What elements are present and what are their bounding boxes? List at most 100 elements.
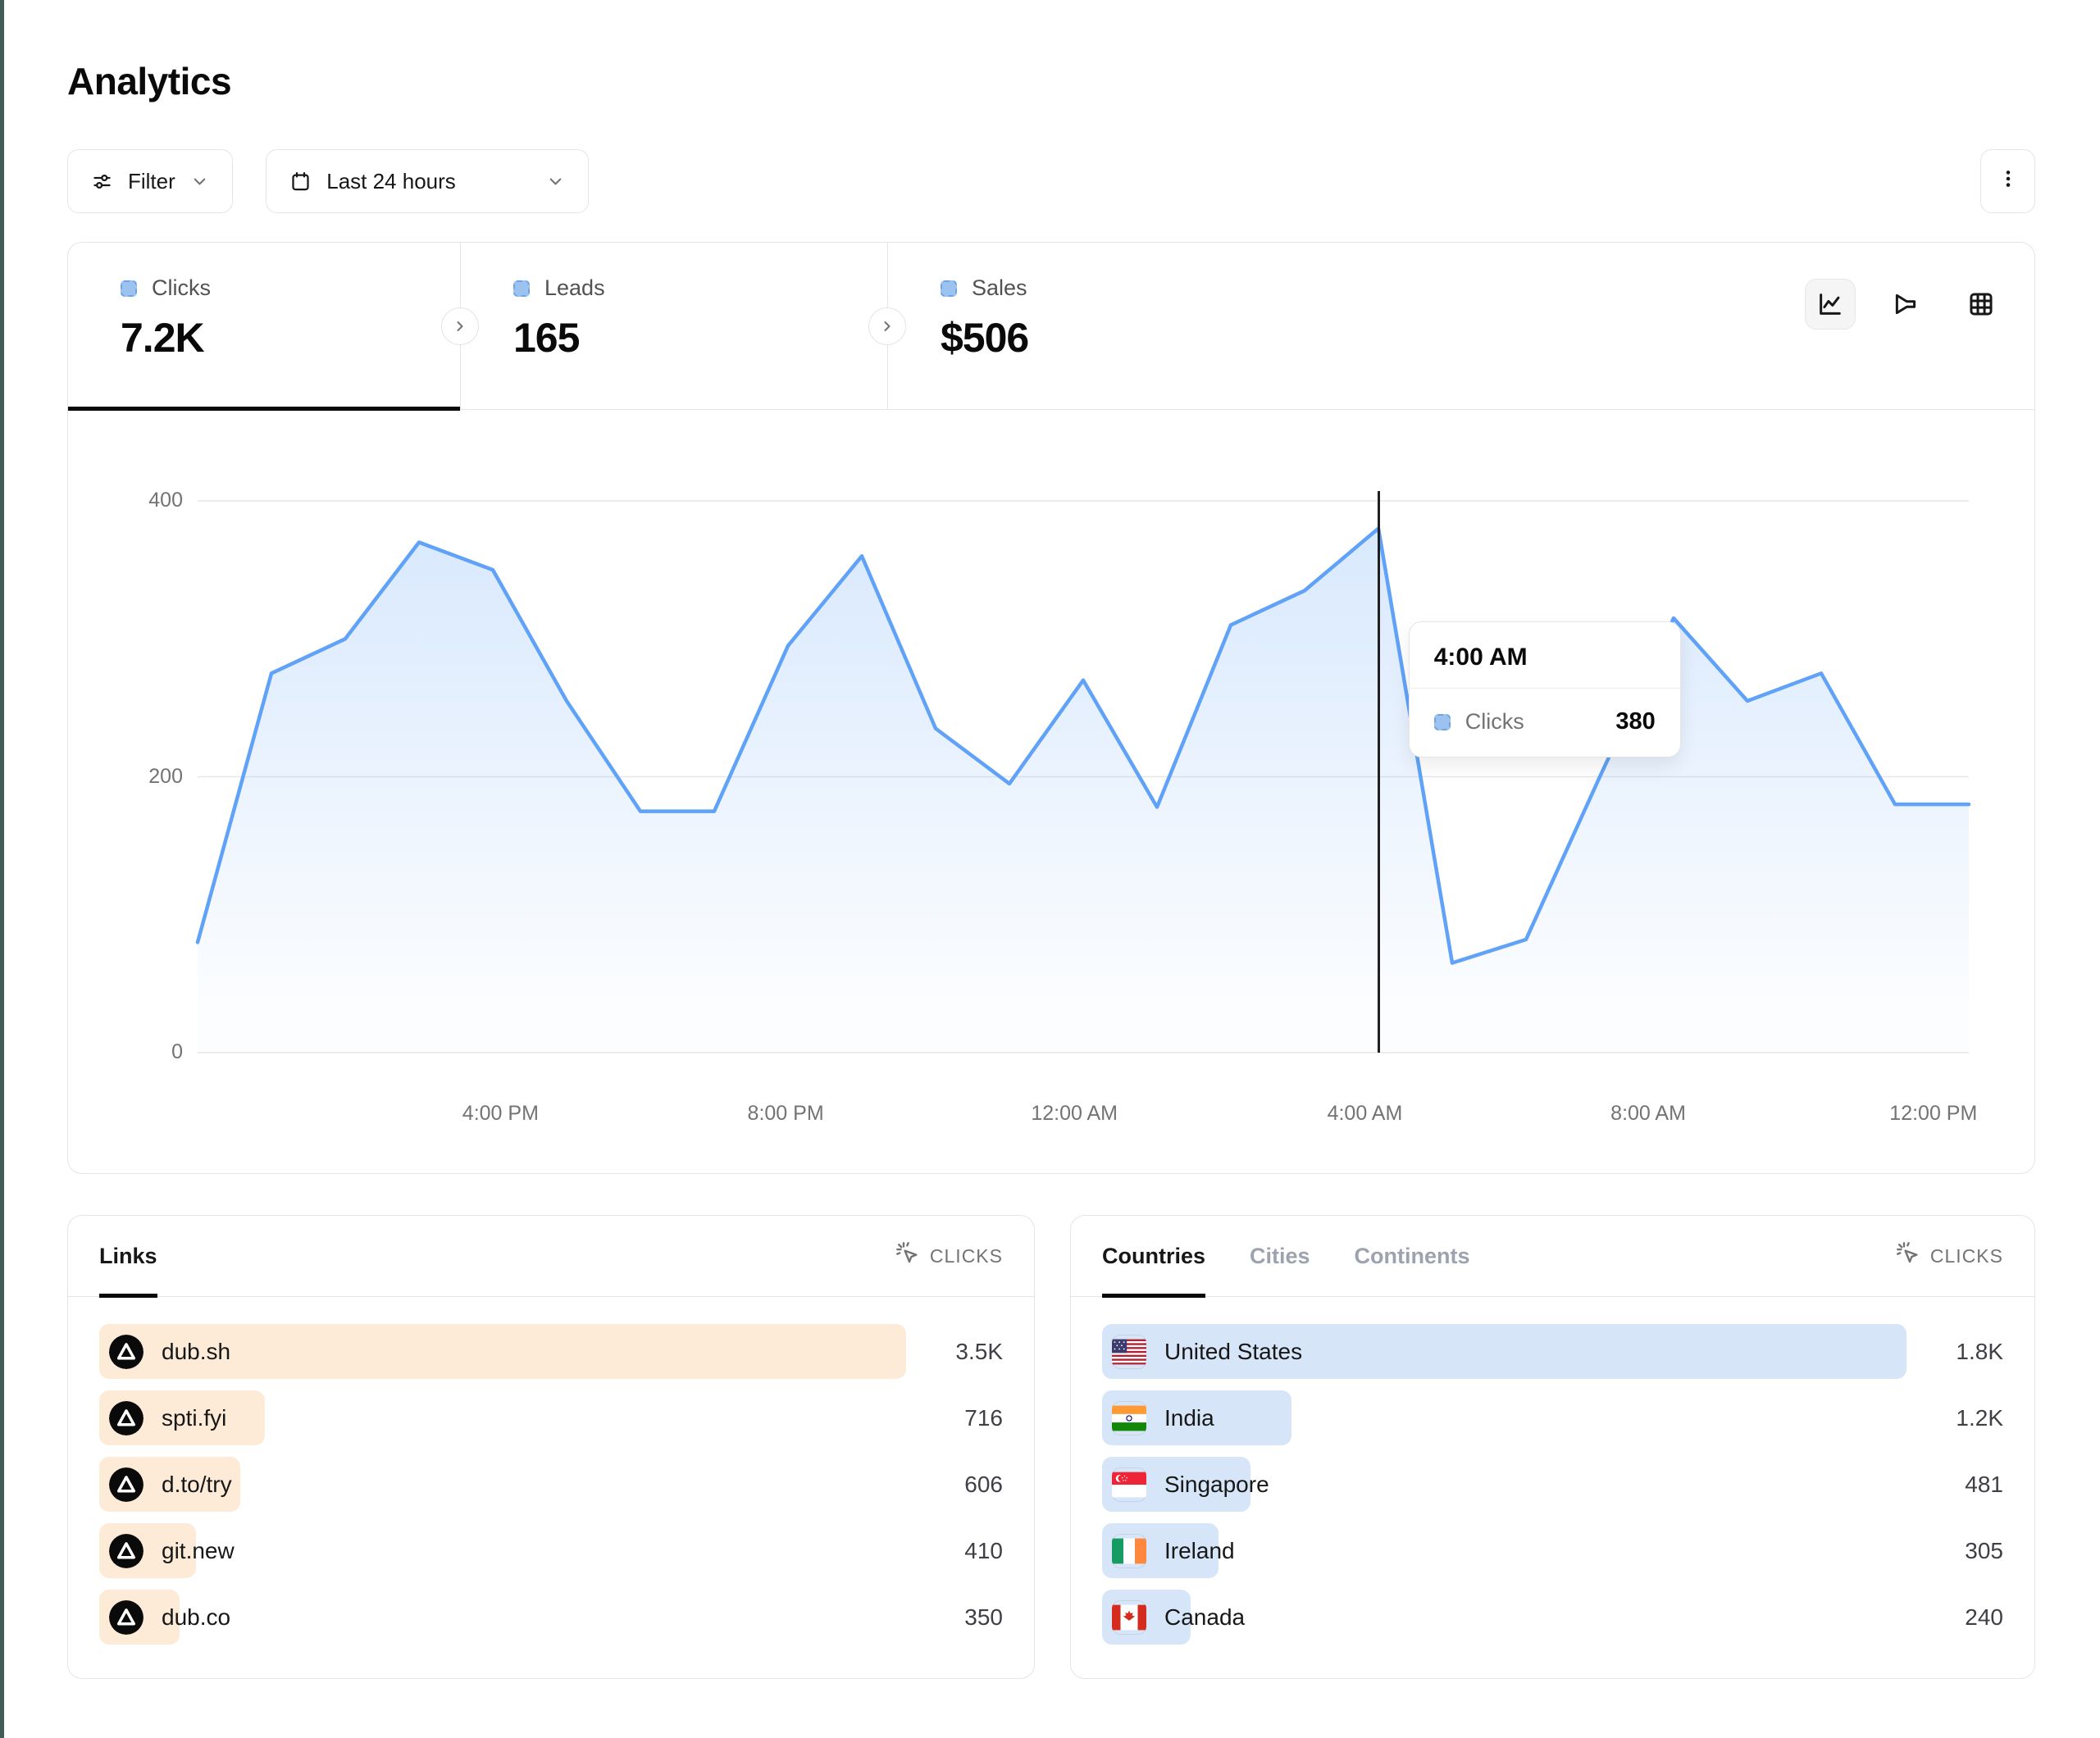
metric-toggle-button[interactable]: CLICKS — [895, 1241, 1003, 1271]
clicks-area-chart: 4:00 AM Clicks 380 — [195, 491, 1971, 1053]
chevron-right-icon[interactable] — [868, 307, 906, 345]
dub-logo-icon — [109, 1467, 143, 1502]
kebab-icon — [1998, 168, 2019, 195]
x-tick-label: 8:00 PM — [747, 1102, 824, 1125]
row-label: dub.sh — [162, 1338, 231, 1364]
row-value: 606 — [964, 1471, 1003, 1497]
stat-label: Sales — [972, 275, 1027, 300]
list-item-d-to-try[interactable]: d.to/try 606 — [99, 1451, 1003, 1517]
metric-toggle-button[interactable]: CLICKS — [1896, 1241, 2003, 1271]
cursor-click-icon — [1896, 1241, 1920, 1271]
date-range-button[interactable]: Last 24 hours — [266, 149, 590, 213]
dub-logo-icon — [109, 1334, 143, 1369]
x-tick-label: 12:00 AM — [1031, 1102, 1118, 1125]
list-item-united-states[interactable]: United States 1.8K — [1102, 1318, 2003, 1385]
row-bar-track: Canada — [1102, 1590, 1906, 1645]
tab-continents[interactable]: Continents — [1354, 1243, 1470, 1268]
stat-value: $506 — [941, 315, 1029, 361]
row-label: Singapore — [1164, 1471, 1269, 1497]
row-value: 481 — [1965, 1471, 2003, 1497]
chart-type-table-button[interactable] — [1956, 279, 2007, 330]
dub-logo-icon — [109, 1533, 143, 1568]
x-tick-label: 12:00 PM — [1889, 1102, 1978, 1125]
dub-logo-icon — [109, 1599, 143, 1635]
chevron-down-icon — [190, 172, 209, 191]
tooltip-series-label: Clicks — [1465, 709, 1524, 734]
chart-canvas — [195, 500, 1971, 1053]
stat-label: Clicks — [152, 275, 211, 300]
flag-sg-icon — [1112, 1467, 1146, 1502]
x-axis-labels: 4:00 PM 8:00 PM 12:00 AM 4:00 AM 8:00 AM 12:0… — [198, 1102, 1978, 1135]
stat-tab-sales[interactable]: Sales $506 — [888, 243, 1280, 409]
list-item-canada[interactable]: Canada 240 — [1102, 1584, 2003, 1650]
row-value: 240 — [1965, 1604, 2003, 1630]
stat-tab-divider — [868, 243, 906, 409]
filter-button[interactable]: Filter — [67, 149, 233, 213]
chart-crosshair-line — [1378, 491, 1381, 1053]
flag-ie-icon — [1112, 1534, 1146, 1568]
stat-label: Leads — [544, 275, 605, 300]
tooltip-value: 380 — [1615, 708, 1656, 735]
x-tick-label: 4:00 PM — [462, 1102, 539, 1125]
row-label: spti.fyi — [162, 1404, 227, 1431]
list-item-git-new[interactable]: git.new 410 — [99, 1517, 1003, 1584]
y-axis-labels: 0 200 400 — [84, 489, 183, 1063]
flag-us-icon — [1112, 1335, 1146, 1369]
row-value: 716 — [964, 1404, 1003, 1431]
row-bar-track: dub.sh — [99, 1324, 906, 1379]
metric-label: CLICKS — [1929, 1244, 2003, 1267]
x-tick-label: 8:00 AM — [1610, 1102, 1686, 1125]
list-item-india[interactable]: India 1.2K — [1102, 1385, 2003, 1451]
chevron-down-icon — [546, 172, 565, 191]
row-bar-track: United States — [1102, 1324, 1906, 1379]
links-tabs: Links — [99, 1216, 157, 1298]
list-item-singapore[interactable]: Singapore 481 — [1102, 1451, 2003, 1517]
row-label: Canada — [1164, 1604, 1246, 1630]
y-tick-label: 200 — [148, 764, 183, 788]
page-edge-accent — [0, 0, 4, 1738]
row-label: India — [1164, 1404, 1214, 1431]
stat-tab-leads[interactable]: Leads 165 — [461, 243, 887, 409]
list-item-dub-sh[interactable]: dub.sh 3.5K — [99, 1318, 1003, 1385]
tab-countries[interactable]: Countries — [1102, 1216, 1206, 1298]
countries-list: United States 1.8K India 1.2K Singapore 481 Ir… — [1071, 1297, 2034, 1650]
row-label: d.to/try — [162, 1471, 232, 1497]
row-bar-track: Singapore — [1102, 1457, 1906, 1512]
links-panel-header: Links CLICKS — [68, 1216, 1034, 1298]
countries-panel-header: Countries Cities Continents CLICKS — [1071, 1216, 2034, 1298]
row-bar-track: dub.co — [99, 1590, 906, 1645]
row-value: 410 — [964, 1537, 1003, 1563]
chart-type-funnel-button[interactable] — [1880, 279, 1931, 330]
list-item-spti-fyi[interactable]: spti.fyi 716 — [99, 1385, 1003, 1451]
tab-cities[interactable]: Cities — [1250, 1243, 1310, 1268]
chart-type-line-button[interactable] — [1805, 279, 1856, 330]
row-label: git.new — [162, 1537, 235, 1563]
flag-in-icon — [1112, 1401, 1146, 1435]
series-legend-swatch — [513, 280, 530, 297]
chevron-right-icon[interactable] — [441, 307, 479, 345]
list-item-dub-co[interactable]: dub.co 350 — [99, 1584, 1003, 1650]
flag-ca-icon — [1112, 1600, 1146, 1635]
more-menu-button[interactable] — [1980, 149, 2035, 213]
x-tick-label: 4:00 AM — [1327, 1102, 1403, 1125]
date-range-label: Last 24 hours — [326, 168, 456, 193]
cursor-click-icon — [895, 1241, 920, 1271]
stat-value: 7.2K — [121, 315, 205, 361]
chart-type-switcher — [1805, 279, 2007, 330]
dub-logo-icon — [109, 1400, 143, 1435]
row-bar — [1102, 1324, 1906, 1379]
filter-icon — [91, 171, 113, 193]
tab-links[interactable]: Links — [99, 1216, 157, 1298]
stat-tab-clicks[interactable]: Clicks 7.2K — [68, 243, 460, 411]
row-bar-track: git.new — [99, 1523, 906, 1578]
row-bar-track: India — [1102, 1390, 1906, 1445]
row-bar-track: spti.fyi — [99, 1390, 906, 1445]
stats-tabs-row: Clicks 7.2K Leads 165 Sales $506 — [68, 243, 2034, 411]
page-title: Analytics — [67, 60, 232, 102]
tooltip-time: 4:00 AM — [1409, 622, 1680, 689]
list-item-ireland[interactable]: Ireland 305 — [1102, 1517, 2003, 1584]
links-list: dub.sh 3.5K spti.fyi 716 d.to/try 606 git.new 4… — [68, 1297, 1034, 1650]
series-legend-swatch — [1433, 713, 1451, 730]
y-tick-label: 0 — [171, 1040, 183, 1063]
countries-tabs: Countries Cities Continents — [1102, 1216, 1470, 1298]
